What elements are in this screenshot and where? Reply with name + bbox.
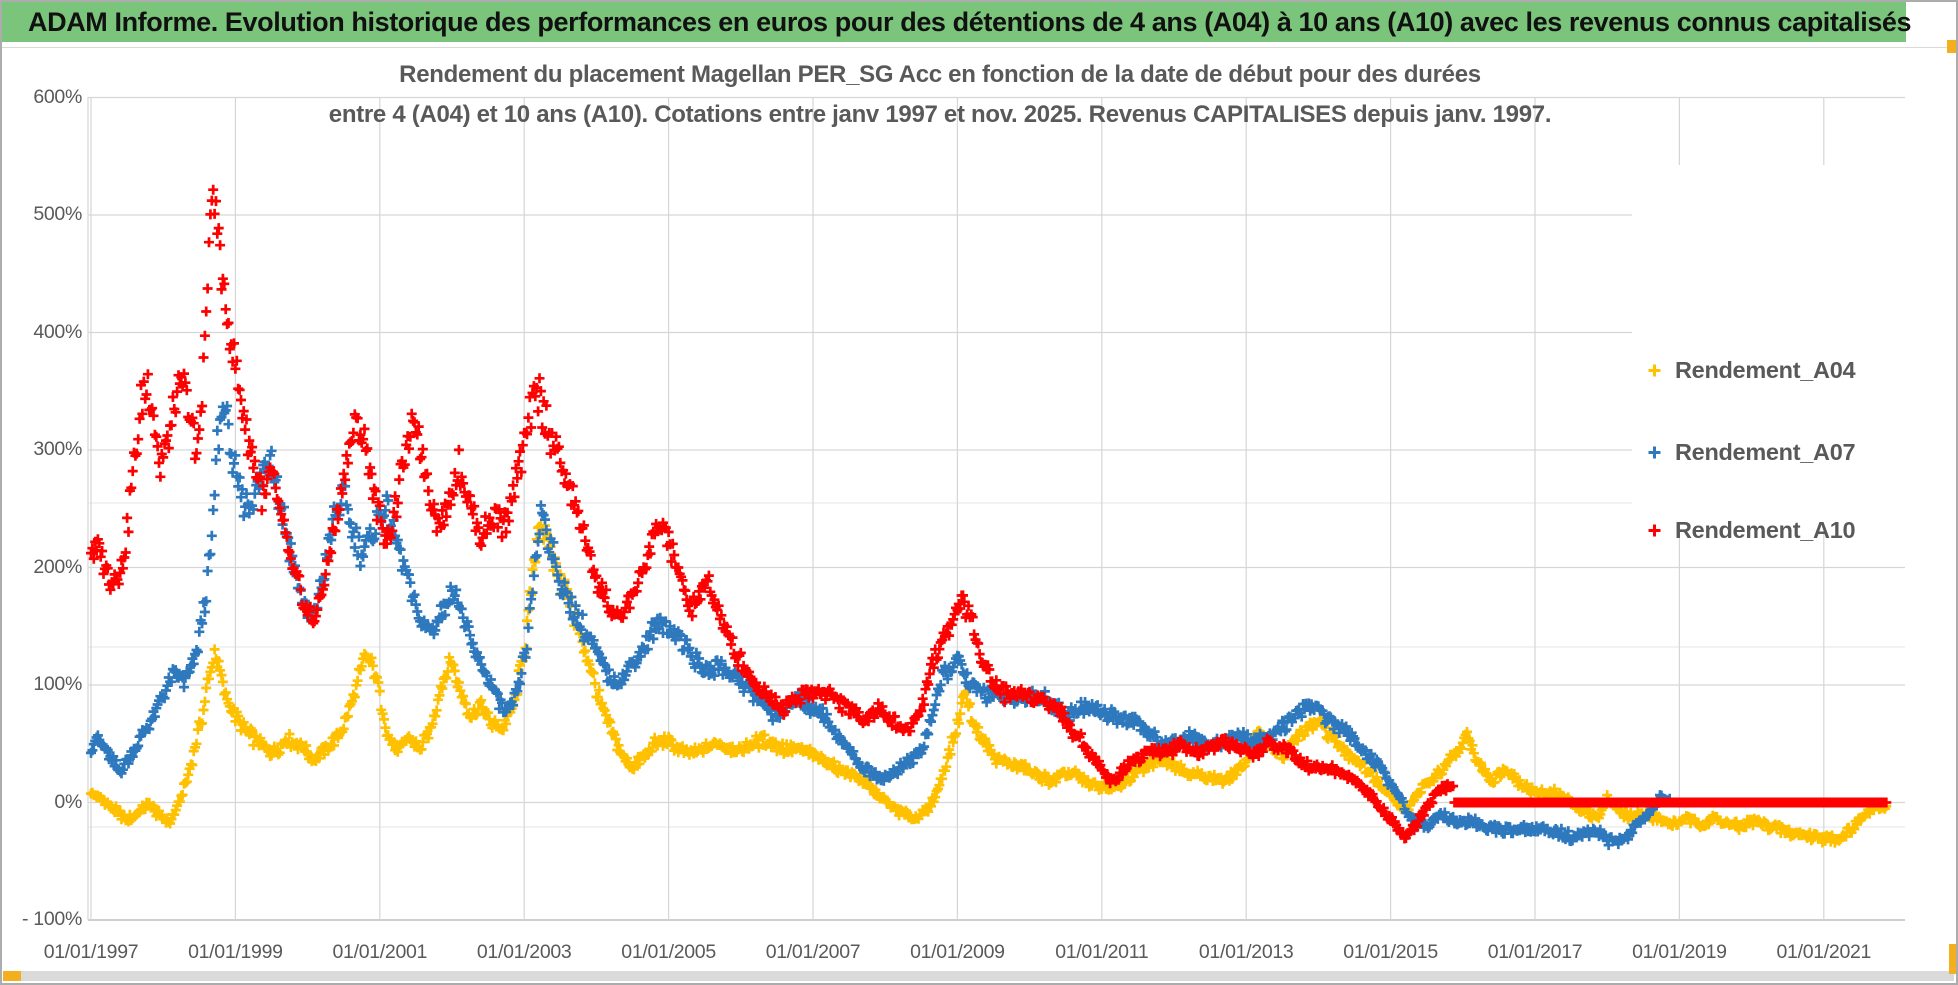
legend-label-a10: Rendement_A10 (1675, 517, 1856, 543)
plus-marker-icon (1648, 364, 1661, 377)
y-axis-label--100: - 100% (22, 908, 82, 930)
x-axis-label-01-01-1997: 01/01/1997 (43, 941, 139, 963)
legend-label-a04: Rendement_A04 (1675, 357, 1856, 383)
legend-label-a07: Rendement_A07 (1675, 439, 1856, 465)
page-title: ADAM Informe. Evolution historique des p… (28, 6, 1912, 37)
page-title-bar: ADAM Informe. Evolution historique des p… (2, 2, 1912, 42)
x-axis-label-01-01-2013: 01/01/2013 (1198, 941, 1294, 963)
y-axis-label-200: 200% (33, 555, 82, 578)
x-axis-label-01-01-2009: 01/01/2009 (910, 941, 1005, 963)
y-axis-label-400: 400% (33, 320, 82, 343)
x-axis-label-01-01-2011: 01/01/2011 (1055, 941, 1149, 963)
orange-accent-top-right (1947, 40, 1956, 53)
orange-accent-right-edge (1949, 944, 1956, 974)
y-axis-label-100: 100% (33, 673, 82, 695)
x-axis-label-01-01-2017: 01/01/2017 (1487, 941, 1583, 963)
plus-marker-icon (1648, 524, 1661, 537)
chart-legend[interactable]: Rendement_A04 Rendement_A07 Rendement_A1… (1632, 165, 1908, 543)
x-axis-label-01-01-2005: 01/01/2005 (621, 941, 716, 963)
bottom-scroll-strip[interactable] (21, 971, 1954, 981)
orange-accent-bottom-left (3, 971, 21, 981)
divider (2, 47, 1956, 48)
legend-item-a07[interactable]: Rendement_A07 (1646, 439, 1856, 466)
chart-title-line2: entre 4 (A04) et 10 ans (A10). Cotations… (328, 101, 1552, 128)
x-axis-label-01-01-2007: 01/01/2007 (765, 941, 861, 963)
x-axis-label-01-01-2001: 01/01/2001 (332, 941, 428, 963)
x-axis-label-01-01-2003: 01/01/2003 (476, 941, 572, 963)
chart-title-line1: Rendement du placement Magellan PER_SG A… (399, 61, 1481, 88)
x-axis-label-01-01-2015: 01/01/2015 (1343, 941, 1438, 963)
y-axis-label-300: 300% (33, 438, 82, 460)
y-axis-label-0: 0% (54, 790, 82, 813)
plus-marker-icon (1648, 446, 1661, 459)
series-rendement_a10 (86, 184, 1892, 844)
legend-item-a10[interactable]: Rendement_A10 (1646, 517, 1856, 544)
x-axis-label-01-01-2021: 01/01/2021 (1776, 941, 1872, 963)
series-rendement_a07 (86, 401, 1675, 851)
y-axis-label-600: 600% (33, 85, 82, 108)
y-axis-label-500: 500% (33, 203, 82, 225)
legend-item-a04[interactable]: Rendement_A04 (1646, 357, 1856, 384)
x-axis-label-01-01-1999: 01/01/1999 (188, 941, 283, 963)
x-axis-label-01-01-2019: 01/01/2019 (1632, 941, 1727, 963)
